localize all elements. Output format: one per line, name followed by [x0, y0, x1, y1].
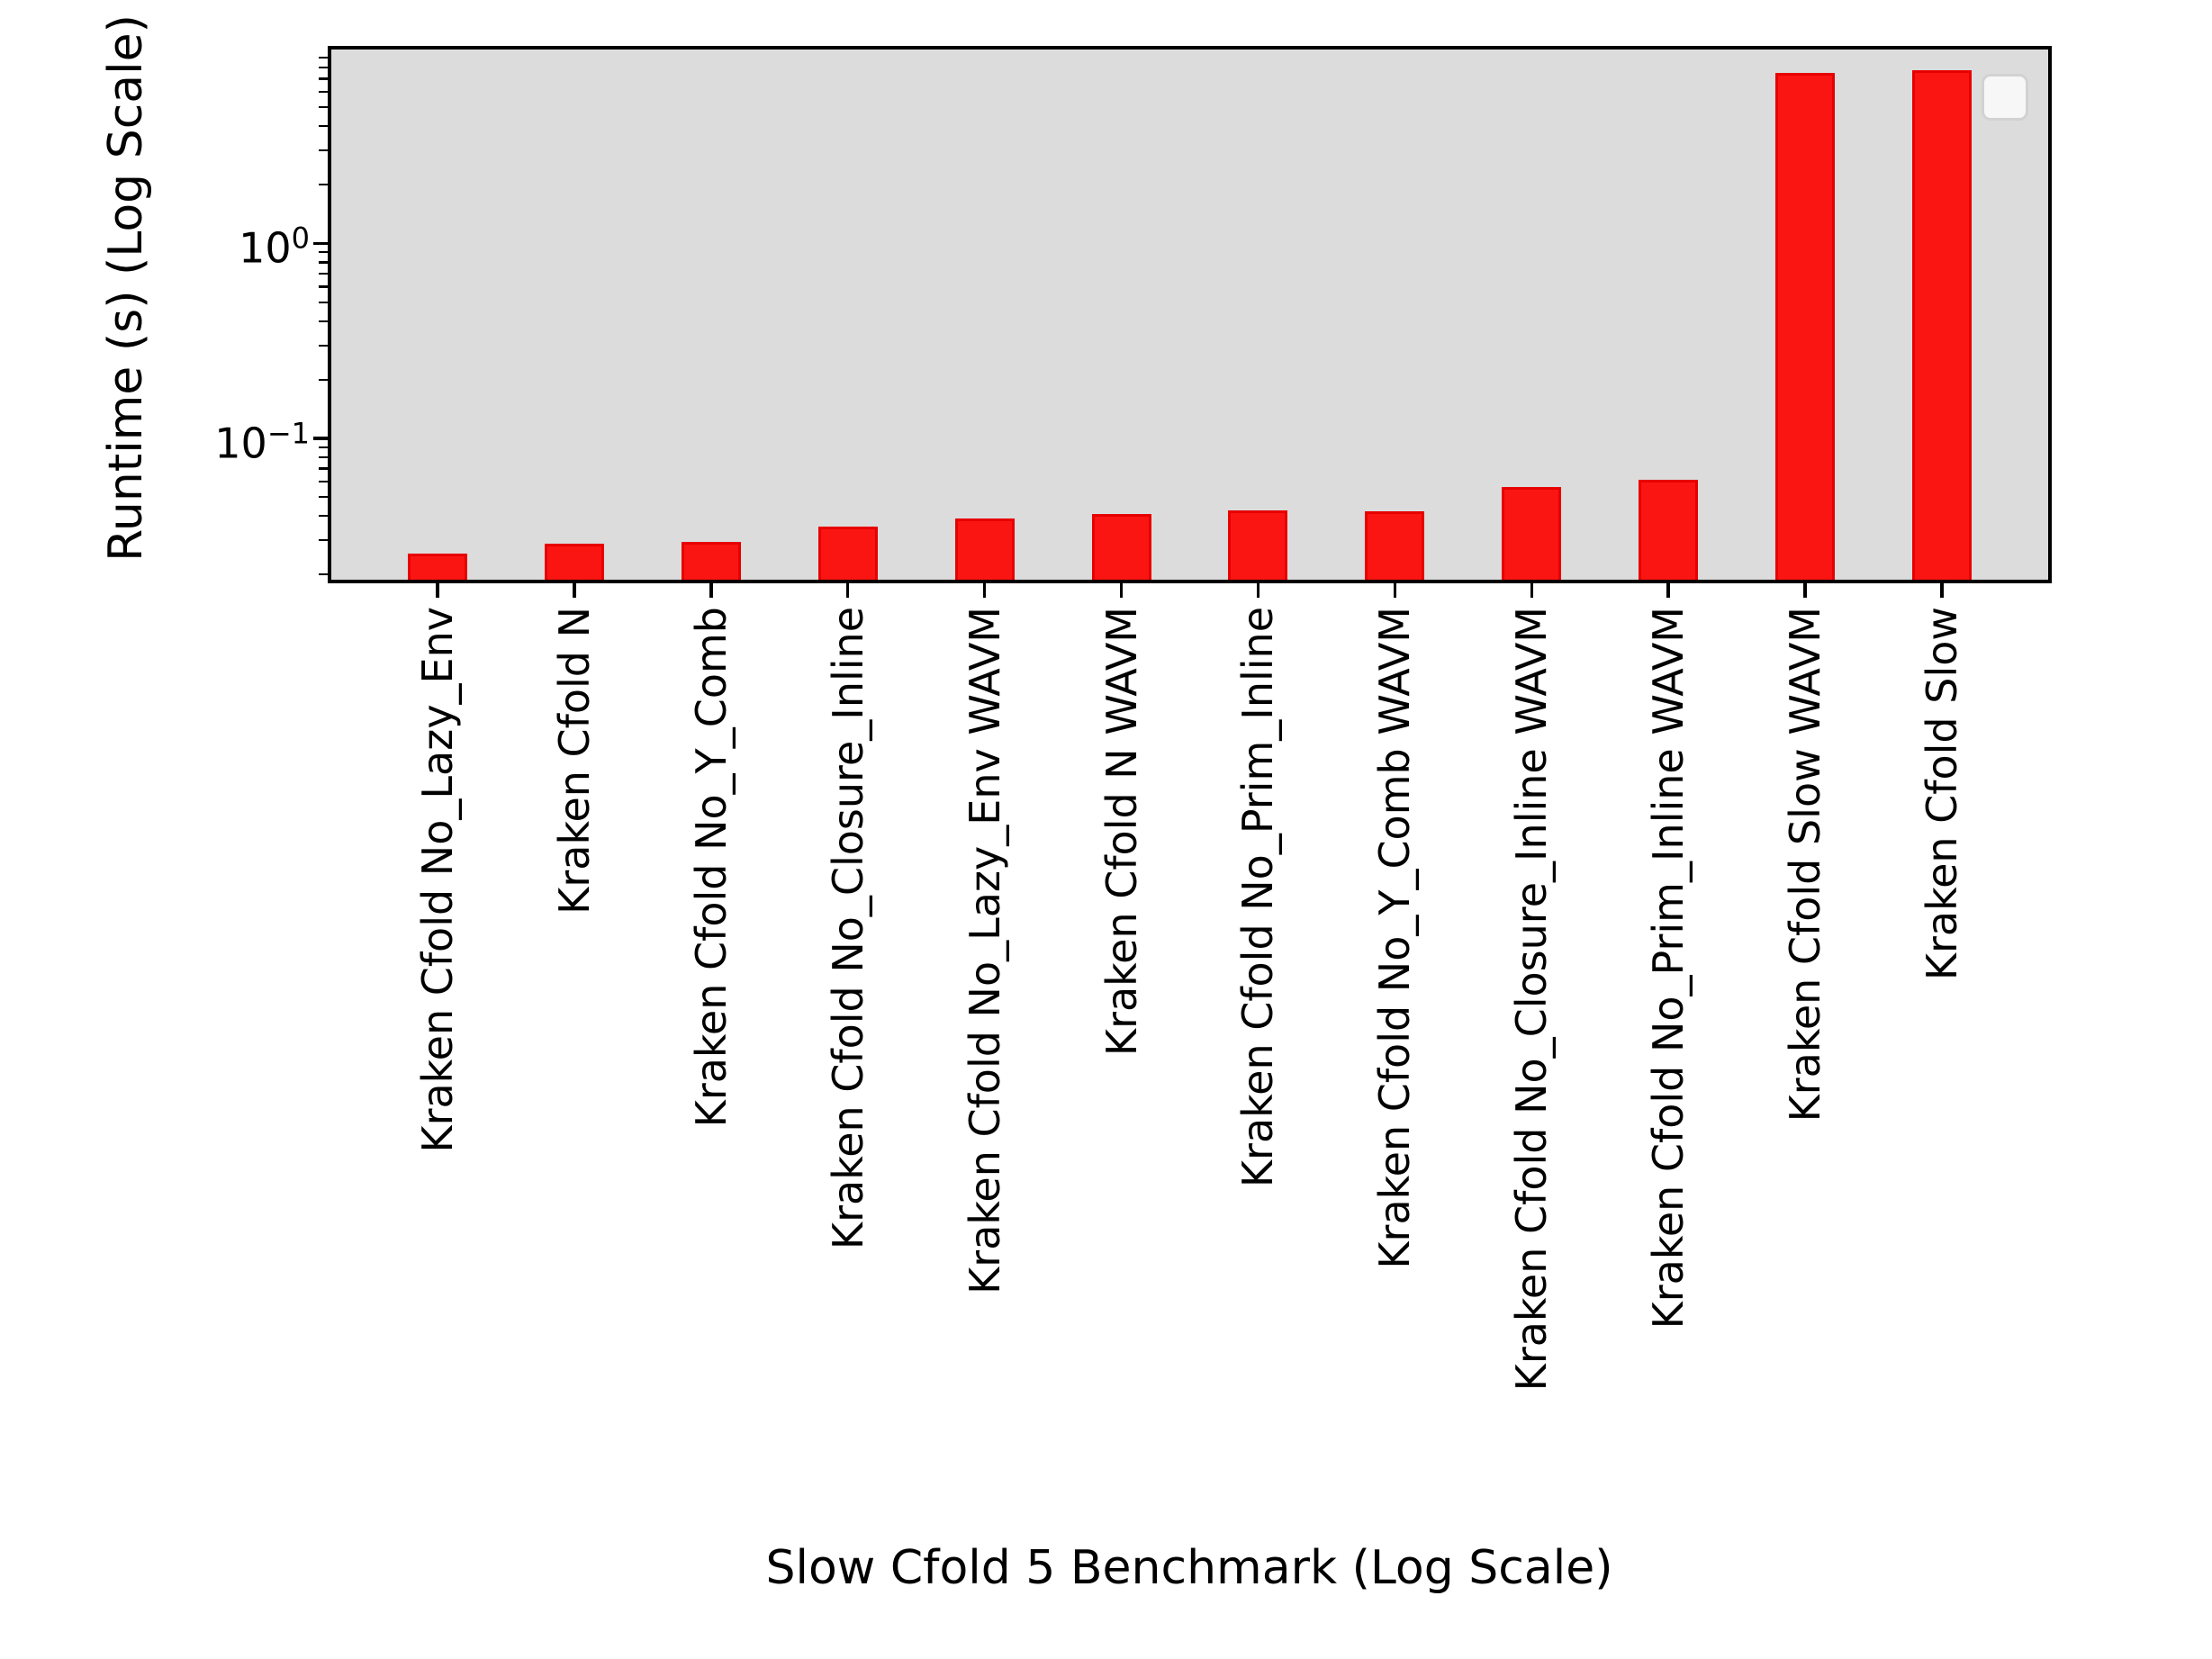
tick-mark	[573, 583, 576, 598]
bar-1	[544, 544, 604, 580]
tick-mark	[1530, 583, 1534, 598]
x-tick-label: Kraken Cfold No_Y_Comb WAVM	[1370, 607, 1420, 1269]
bar-0	[408, 554, 467, 580]
tick-mark	[319, 301, 328, 303]
tick-mark	[1393, 583, 1397, 598]
legend-box	[1982, 74, 2028, 121]
x-tick-label: Kraken Cfold No_Lazy_Env	[413, 607, 462, 1153]
tick-mark	[319, 285, 328, 288]
tick-mark	[319, 495, 328, 499]
bar-3	[817, 527, 878, 580]
tick-mark	[319, 77, 328, 80]
tick-mark	[319, 455, 328, 458]
tick-mark	[319, 251, 328, 254]
x-tick-label: Kraken Cfold N WAVM	[1097, 607, 1146, 1057]
x-tick-label: Kraken Cfold No_Prim_Inline WAVM	[1644, 607, 1693, 1330]
x-axis-title: Slow Cfold 5 Benchmark (Log Scale)	[765, 1541, 1613, 1595]
bar-2	[681, 541, 741, 580]
bar-6	[1228, 509, 1288, 580]
bar-8	[1502, 486, 1562, 580]
tick-mark	[319, 261, 328, 264]
tick-mark	[845, 583, 850, 598]
tick-mark	[319, 320, 328, 322]
tick-mark	[319, 344, 328, 347]
tick-mark	[313, 241, 328, 246]
x-tick-label: Kraken Cfold No_Y_Comb	[686, 607, 736, 1128]
tick-mark	[319, 378, 328, 381]
tick-mark	[313, 437, 328, 440]
plot-area	[328, 46, 2052, 583]
tick-mark	[319, 106, 328, 109]
x-tick-label: Kraken Cfold Slow	[1918, 607, 1966, 981]
x-tick-label: Kraken Cfold No_Lazy_Env WAVM	[960, 607, 1009, 1294]
tick-mark	[709, 583, 713, 598]
tick-mark	[1803, 583, 1807, 598]
bar-11	[1912, 70, 1972, 580]
tick-mark	[319, 125, 328, 128]
x-tick-label: Kraken Cfold No_Prim_Inline	[1233, 607, 1283, 1188]
bar-9	[1639, 480, 1699, 580]
y-axis-title: Runtime (s) (Log Scale)	[99, 14, 153, 562]
tick-mark	[1119, 583, 1124, 598]
tick-mark	[982, 583, 987, 598]
tick-mark	[319, 538, 328, 542]
tick-mark	[1940, 583, 1944, 598]
tick-mark	[1666, 583, 1670, 598]
tick-mark	[319, 272, 328, 275]
tick-mark	[319, 446, 328, 448]
x-tick-label: Kraken Cfold No_Closure_Inline WAVM	[1507, 607, 1557, 1392]
x-tick-label: Kraken Cfold No_Closure_Inline	[823, 607, 872, 1250]
x-tick-label: Kraken Cfold N	[549, 607, 599, 915]
tick-mark	[436, 583, 439, 598]
tick-mark	[1256, 583, 1260, 598]
tick-mark	[319, 90, 328, 94]
bar-7	[1365, 511, 1425, 580]
y-tick-label: 100	[239, 221, 310, 274]
x-tick-label: Kraken Cfold Slow WAVM	[1781, 607, 1830, 1123]
tick-mark	[319, 149, 328, 152]
tick-mark	[319, 467, 328, 470]
bar-4	[954, 518, 1015, 580]
tick-mark	[319, 573, 328, 576]
tick-mark	[319, 480, 328, 482]
tick-mark	[319, 66, 328, 69]
tick-mark	[319, 184, 328, 186]
tick-mark	[319, 56, 328, 59]
tick-mark	[319, 514, 328, 518]
bar-10	[1775, 73, 1836, 580]
y-tick-label: 10−1	[214, 416, 310, 468]
bar-5	[1091, 513, 1151, 580]
